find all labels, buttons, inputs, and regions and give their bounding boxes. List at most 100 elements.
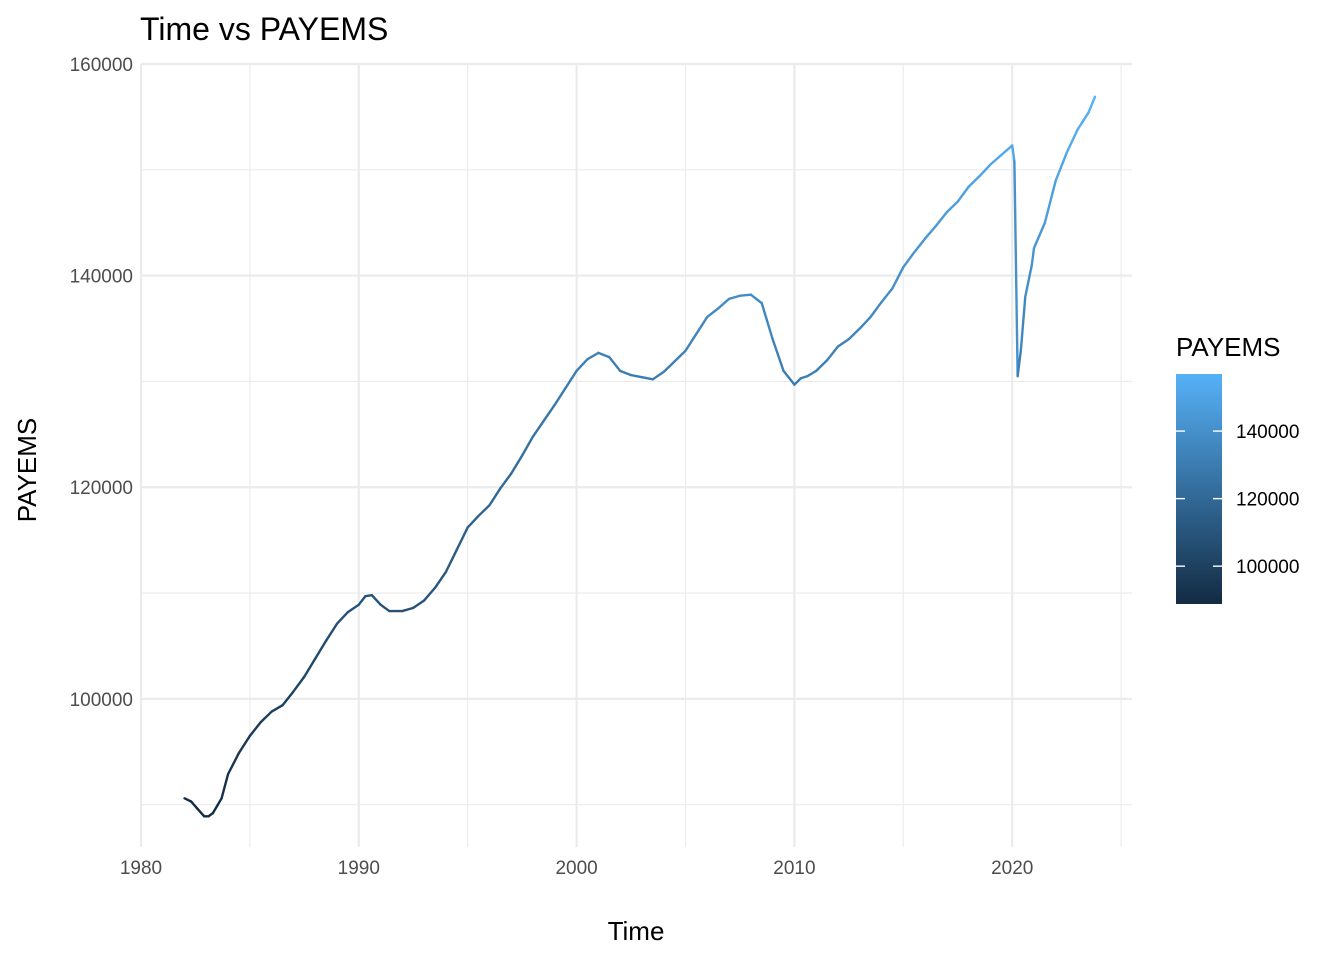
series-line-segment [858,315,872,330]
series-line-segment [370,593,382,606]
series-line-segment [760,301,774,341]
series-line-segment [738,293,753,297]
color-legend: PAYEMS 100000 120000 140000 [1176,332,1299,604]
series-line-segment [1000,144,1014,157]
series-line-segment [196,807,206,818]
x-tick-label: 2010 [773,858,815,879]
series-line-segment [597,351,611,359]
y-tick-label: 100000 [70,690,133,711]
series-line-segment [640,376,655,381]
series-line-segment [259,710,273,724]
legend-break-label: 140000 [1236,422,1299,443]
series-line-segment [902,251,916,269]
series-line-segment [673,349,687,363]
series-line-segment [1013,160,1019,378]
x-tick-label: 2000 [555,858,597,879]
series-line-segment [281,690,295,707]
major-gridlines [139,62,1132,847]
x-tick-label: 1990 [338,858,380,879]
series-line-segment [575,358,589,373]
y-tick-label: 140000 [70,267,133,288]
series-line-segment [477,504,491,518]
series-line-segment [989,153,1003,166]
series-line-segment [1024,263,1034,298]
legend-title: PAYEMS [1176,332,1281,362]
series-line-segment [978,163,992,178]
series-line-segment [1011,144,1016,163]
series-line-segment [531,419,546,438]
series-line-segment [749,293,763,305]
series-line-segment [422,586,437,602]
series-line-segment [727,294,742,301]
series-line-segment [806,369,818,378]
series-line-segment [869,300,883,319]
series-line-segment [314,639,328,660]
series-line-segment [771,337,785,373]
series-line-segment [934,210,949,228]
y-tick-label: 160000 [70,55,133,76]
series-line-segment [433,570,448,589]
series-line-segment [412,599,426,610]
series-line-segment [1087,95,1097,114]
legend-breaks: 100000 120000 140000 [1176,422,1299,578]
series-line-segment [211,804,219,815]
legend-colorbar [1176,374,1222,604]
series-line-segment [564,369,578,389]
legend-break-label: 120000 [1236,490,1299,511]
chart-title: Time vs PAYEMS [140,11,388,47]
series-line-segment [444,548,459,574]
series-line-segment [1019,295,1027,351]
series-line-segment [270,704,284,713]
series-line-segment [401,606,415,613]
series-line-segment [553,386,567,406]
series-line-segment [651,370,665,381]
series-line-segment [662,360,676,374]
x-tick-label: 2020 [991,858,1033,879]
series-line-segment [629,373,644,379]
series-line-segment [226,751,241,776]
series-line-segment [189,800,199,811]
payems-series [183,95,1097,818]
series-line-segment [248,720,262,738]
series-line-segment [455,526,469,551]
x-axis-ticks: 1980 1990 2000 2010 2020 [120,858,1033,879]
series-line-segment [923,224,938,240]
series-line-segment [684,332,698,352]
series-line-segment [1032,221,1047,250]
series-line-segment [695,315,709,336]
series-line-segment [716,297,731,310]
series-line-segment [379,603,391,613]
series-line-segment [220,772,230,800]
series-line-segment [542,403,557,422]
y-tick-label: 120000 [70,478,133,499]
series-line-segment [292,675,306,693]
series-line-segment [847,327,861,341]
series-line-segment [183,797,193,803]
series-line-segment [586,351,600,361]
series-line-segment [1065,128,1079,155]
series-line-segment [335,610,350,625]
series-line-segment [324,622,339,642]
series-line-segment [1030,246,1036,267]
y-axis-title: PAYEMS [12,418,42,523]
series-line-segment [793,377,803,386]
series-line-segment [880,287,894,304]
series-line-segment [216,797,223,807]
series-line-segment [1016,348,1023,378]
series-line-segment [836,337,851,348]
series-line-segment [618,369,633,377]
series-line-segment [967,174,981,188]
minor-gridlines [141,64,1132,847]
x-axis-title: Time [608,916,665,946]
series-line-segment [706,307,720,319]
series-line-segment [912,237,927,254]
series-line-segment [891,265,905,290]
y-axis-ticks: 100000 120000 140000 160000 [70,55,133,711]
series-line-segment [488,487,502,507]
series-line-segment [346,603,361,614]
series-line-segment [1054,151,1068,182]
series-line-segment [814,359,829,373]
series-line-segment [237,734,252,755]
series-line-segment [466,514,480,529]
